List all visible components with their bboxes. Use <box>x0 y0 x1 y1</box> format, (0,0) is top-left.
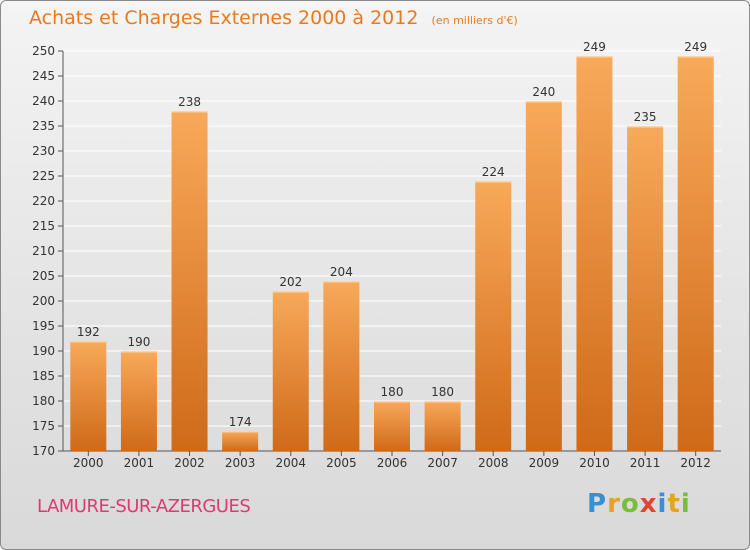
value-label: 180 <box>381 385 404 399</box>
logo-letter: i <box>680 489 691 519</box>
value-label: 202 <box>279 275 302 289</box>
value-label: 190 <box>127 335 150 349</box>
bar-2004 <box>272 291 309 451</box>
bar-highlight <box>627 126 664 128</box>
y-tick-label: 235 <box>32 119 55 133</box>
bar-2010 <box>576 56 613 451</box>
logo-letter: o <box>620 489 640 519</box>
y-tick-label: 170 <box>32 444 55 458</box>
value-label: 174 <box>229 415 252 429</box>
y-tick-label: 220 <box>32 194 55 208</box>
y-tick-label: 195 <box>32 319 55 333</box>
bar-2005 <box>323 281 360 451</box>
bar-2001 <box>120 351 157 451</box>
bar-2003 <box>222 431 259 451</box>
logo-letter: x <box>639 489 658 519</box>
chart-title: Achats et Charges Externes 2000 à 2012 <box>29 7 419 29</box>
bar-2000 <box>70 341 107 451</box>
value-label: 249 <box>583 40 606 54</box>
bar-highlight <box>171 111 208 113</box>
x-tick-label: 2011 <box>630 456 661 470</box>
y-tick-label: 205 <box>32 269 55 283</box>
bar-highlight <box>272 291 309 293</box>
value-labels: 192 190 238 174 202 204 180 180 224 240 249 235 249 <box>77 40 707 429</box>
x-tick-label: 2001 <box>124 456 155 470</box>
x-tick-label: 2002 <box>174 456 205 470</box>
y-tick-label: 185 <box>32 369 55 383</box>
bar-2012 <box>677 56 714 451</box>
y-axis-ticks: 170 175 180 185 190 195 200 205 210 215 220 225 230 2… <box>32 44 63 458</box>
y-tick-label: 230 <box>32 144 55 158</box>
x-tick-label: 2003 <box>225 456 256 470</box>
value-label: 192 <box>77 325 100 339</box>
x-tick-label: 2008 <box>478 456 509 470</box>
x-axis-ticks: 2000 2001 2002 2003 2004 2005 2006 2007 2008 2009… <box>73 451 711 470</box>
x-tick-label: 2009 <box>529 456 560 470</box>
bar-highlight <box>576 56 613 58</box>
commune-name: LAMURE-SUR-AZERGUES <box>37 496 251 517</box>
y-tick-label: 245 <box>32 69 55 83</box>
value-label: 204 <box>330 265 353 279</box>
logo-letter: P <box>587 489 608 519</box>
y-tick-label: 210 <box>32 244 55 258</box>
value-label: 238 <box>178 95 201 109</box>
bar-2009 <box>525 101 562 451</box>
bar-2002 <box>171 111 208 451</box>
bar-highlight <box>222 431 259 433</box>
x-tick-label: 2010 <box>579 456 610 470</box>
bar-highlight <box>120 351 157 353</box>
value-label: 240 <box>532 85 555 99</box>
proxiti-logo: Proxiti <box>587 489 691 519</box>
value-label: 224 <box>482 165 505 179</box>
bar-2008 <box>475 181 512 451</box>
x-tick-label: 2012 <box>680 456 711 470</box>
bar-highlight <box>677 56 714 58</box>
x-tick-label: 2006 <box>377 456 408 470</box>
value-label: 180 <box>431 385 454 399</box>
logo-letter: r <box>607 489 621 519</box>
bar-highlight <box>525 101 562 103</box>
bar-2006 <box>374 401 410 451</box>
bar-highlight <box>424 401 461 403</box>
y-tick-label: 215 <box>32 219 55 233</box>
x-tick-label: 2000 <box>73 456 104 470</box>
value-label: 249 <box>684 40 707 54</box>
chart-unit: (en milliers d'€) <box>431 14 518 27</box>
y-tick-label: 200 <box>32 294 55 308</box>
y-tick-label: 250 <box>32 44 55 58</box>
bars <box>70 56 714 451</box>
x-tick-label: 2005 <box>326 456 357 470</box>
bar-highlight <box>475 181 512 183</box>
value-label: 235 <box>634 110 657 124</box>
bar-highlight <box>70 341 107 343</box>
bar-highlight <box>323 281 360 283</box>
y-tick-label: 240 <box>32 94 55 108</box>
logo-letter: t <box>667 489 681 519</box>
bar-highlight <box>374 401 410 403</box>
y-tick-label: 190 <box>32 344 55 358</box>
bar-2011 <box>627 126 664 451</box>
logo-letter: i <box>657 489 668 519</box>
bar-2007 <box>424 401 461 451</box>
x-tick-label: 2004 <box>275 456 306 470</box>
y-tick-label: 175 <box>32 419 55 433</box>
chart-title-block: Achats et Charges Externes 2000 à 2012 (… <box>29 7 518 29</box>
x-tick-label: 2007 <box>427 456 458 470</box>
y-tick-label: 180 <box>32 394 55 408</box>
y-tick-label: 225 <box>32 169 55 183</box>
